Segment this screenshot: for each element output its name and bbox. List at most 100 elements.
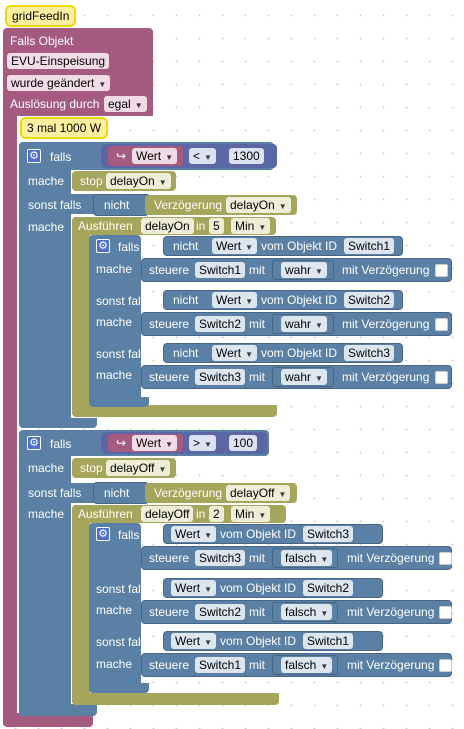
- state-value-dropdown[interactable]: Wert ▼: [212, 238, 258, 254]
- control-object-field[interactable]: Switch2: [195, 316, 246, 332]
- if2-mache-2: mache: [28, 507, 65, 521]
- timeout-block-2[interactable]: [72, 505, 90, 705]
- if2-op-dropdown[interactable]: > ▼: [189, 435, 216, 451]
- object-id-field[interactable]: Switch2: [344, 292, 395, 308]
- object-id-field[interactable]: Switch3: [344, 345, 395, 361]
- state-value-dropdown[interactable]: Wert ▼: [212, 292, 258, 308]
- if-block-1[interactable]: [19, 142, 71, 427]
- delay-checkbox[interactable]: [439, 552, 452, 565]
- delay-checkbox[interactable]: [439, 606, 452, 619]
- object-id-field[interactable]: Switch1: [344, 238, 395, 254]
- nested-if-block-1[interactable]: [89, 235, 141, 405]
- inner-comment[interactable]: 3 mal 1000 W: [20, 117, 109, 139]
- trigger-value-dropdown[interactable]: egal ▼: [104, 96, 147, 112]
- variable-icon: ↪: [116, 436, 127, 450]
- trigger-changed-dropdown[interactable]: wurde geändert ▼: [7, 75, 111, 91]
- if2-number-field[interactable]: 100: [229, 435, 258, 451]
- object-id-field[interactable]: Switch3: [303, 526, 354, 542]
- state-value-dropdown[interactable]: Wert ▼: [212, 345, 258, 361]
- if1-number-field[interactable]: 1300: [229, 148, 264, 164]
- control-label: steuere: [149, 658, 190, 672]
- gear-icon[interactable]: ⚙: [96, 527, 110, 541]
- nested-if-2-sonst-1: sonst falls: [96, 582, 150, 596]
- if2-var-dropdown[interactable]: Wert ▼: [132, 435, 178, 451]
- state-value-dropdown[interactable]: Wert ▼: [171, 526, 217, 542]
- gear-icon[interactable]: ⚙: [96, 239, 110, 253]
- if-block-2-bottom: [19, 704, 97, 716]
- stop-timer-dropdown-1[interactable]: delayOn ▼: [106, 173, 171, 189]
- control-label: steuere: [149, 317, 190, 331]
- with-delay-label: mit Verzögerung: [347, 551, 435, 565]
- event-block-bottom: [3, 713, 93, 727]
- from-object-label: vom Objekt ID: [220, 581, 297, 595]
- if1-mache-2: mache: [28, 220, 65, 234]
- not-label: nicht: [173, 293, 199, 307]
- nested-if-1-falls: falls: [118, 240, 140, 254]
- if1-op-dropdown[interactable]: < ▼: [189, 148, 216, 164]
- value-dropdown[interactable]: wahr ▼: [281, 369, 327, 385]
- nested-if-1-sonst-2: sonst falls: [96, 347, 150, 361]
- not-label-1: nicht: [104, 198, 130, 212]
- nested-if-1-sonst-1: sonst falls: [96, 294, 150, 308]
- stop-timer-dropdown-2[interactable]: delayOff ▼: [106, 460, 171, 476]
- timeout-unit-dropdown-1[interactable]: Min ▼: [231, 218, 271, 234]
- timeout-block-1[interactable]: [72, 217, 90, 415]
- nested-if-1-mache-3: mache: [96, 368, 133, 382]
- timeout-name-field-1[interactable]: delayOn: [141, 218, 194, 234]
- control-label: steuere: [149, 263, 190, 277]
- control-object-field[interactable]: Switch1: [195, 657, 246, 673]
- delay-checkbox[interactable]: [439, 659, 452, 672]
- running-timer-dropdown-2[interactable]: delayOff ▼: [226, 485, 291, 501]
- running-label-2: Verzögerung: [154, 486, 223, 500]
- value-dropdown[interactable]: falsch ▼: [281, 550, 333, 566]
- value-dropdown[interactable]: falsch ▼: [281, 657, 333, 673]
- timeout-delay-field-1[interactable]: 5: [209, 218, 224, 234]
- state-value-dropdown[interactable]: Wert ▼: [171, 580, 217, 596]
- timeout-unit-dropdown-2[interactable]: Min ▼: [231, 506, 271, 522]
- state-value-dropdown[interactable]: Wert ▼: [171, 633, 217, 649]
- timeout-delay-field-2[interactable]: 2: [209, 506, 224, 522]
- value-dropdown[interactable]: falsch ▼: [281, 604, 333, 620]
- delay-checkbox[interactable]: [435, 264, 448, 277]
- object-id-field[interactable]: Switch2: [303, 580, 354, 596]
- stop-label: stop: [80, 174, 103, 188]
- timeout-block-2-bottom: [72, 693, 279, 705]
- with-delay-label: mit Verzögerung: [347, 658, 435, 672]
- stop-label-2: stop: [80, 461, 103, 475]
- with-label: mit: [249, 658, 265, 672]
- nested-if-block-2[interactable]: [89, 523, 141, 693]
- value-dropdown[interactable]: wahr ▼: [281, 262, 327, 278]
- from-object-label: vom Objekt ID: [261, 346, 338, 360]
- trigger-object-field[interactable]: EVU-Einspeisung: [7, 53, 110, 69]
- trigger-comment[interactable]: gridFeedIn: [5, 5, 77, 27]
- control-object-field[interactable]: Switch3: [195, 550, 246, 566]
- value-dropdown[interactable]: wahr ▼: [281, 316, 327, 332]
- not-label: nicht: [173, 346, 199, 360]
- with-label: mit: [249, 263, 265, 277]
- if1-var-dropdown[interactable]: Wert ▼: [132, 148, 178, 164]
- if-block-1-bottom: [19, 418, 97, 428]
- object-id-field[interactable]: Switch1: [303, 633, 354, 649]
- delay-checkbox[interactable]: [435, 318, 448, 331]
- control-object-field[interactable]: Switch1: [195, 262, 246, 278]
- from-object-label: vom Objekt ID: [261, 293, 338, 307]
- if2-falls: falls: [50, 437, 72, 451]
- running-timer-dropdown-1[interactable]: delayOn ▼: [226, 197, 291, 213]
- gear-icon[interactable]: ⚙: [27, 149, 41, 163]
- with-delay-label: mit Verzögerung: [342, 370, 430, 384]
- variable-icon: ↪: [116, 149, 127, 163]
- delay-checkbox[interactable]: [435, 371, 448, 384]
- nested-if-2-mache-2: mache: [96, 657, 133, 671]
- not-label-2: nicht: [104, 486, 130, 500]
- timeout-name-field-2[interactable]: delayOff: [141, 506, 194, 522]
- with-delay-label: mit Verzögerung: [342, 317, 430, 331]
- if2-mache: mache: [28, 461, 65, 475]
- if1-falls: falls: [50, 150, 72, 164]
- control-object-field[interactable]: Switch2: [195, 604, 246, 620]
- control-object-field[interactable]: Switch3: [195, 369, 246, 385]
- if1-sonst-falls: sonst falls: [28, 198, 82, 212]
- if-block-2[interactable]: [19, 430, 71, 715]
- gear-icon[interactable]: ⚙: [27, 436, 41, 450]
- with-label: mit: [249, 605, 265, 619]
- control-label: steuere: [149, 370, 190, 384]
